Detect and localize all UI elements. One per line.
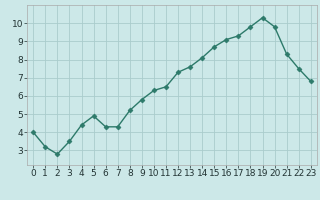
Text: Humidex (Indice chaleur): Humidex (Indice chaleur)	[90, 186, 230, 196]
